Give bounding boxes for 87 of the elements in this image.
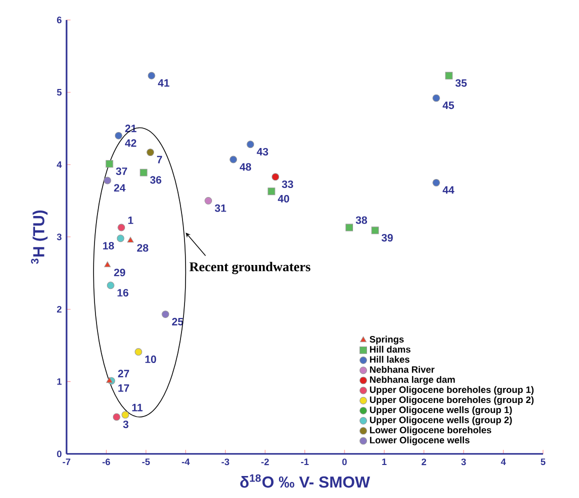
annotation: 18 — [103, 242, 114, 250]
legend-label: Springs — [370, 336, 404, 345]
x-axis-title: δ$^{18}$O ‰ V- SMOW — [240, 474, 370, 488]
point — [122, 411, 130, 419]
point — [134, 348, 142, 356]
x-tick-label: 5 — [540, 458, 546, 466]
point — [204, 197, 212, 205]
annotation: 21 — [125, 124, 136, 132]
x-tick-label: -2 — [261, 458, 269, 466]
point — [346, 224, 354, 232]
annotation: 39 — [382, 234, 393, 242]
point — [106, 377, 113, 383]
legend-label: Hill dams — [370, 346, 410, 353]
point — [246, 140, 254, 148]
x-tick-label: 1 — [382, 458, 387, 466]
legend-label: Lower Oligocene boreholes — [370, 426, 492, 436]
annotation: 29 — [114, 268, 126, 276]
annotation: Recent groundwaters — [189, 262, 310, 274]
annotation: 45 — [442, 102, 454, 110]
y-tick-label: 5 — [56, 89, 62, 96]
legend-label: Upper Oligocene wells (group 2) — [370, 416, 512, 426]
point — [445, 72, 453, 80]
point — [432, 179, 440, 186]
x-tick-label: -4 — [182, 458, 190, 466]
point — [371, 226, 379, 234]
annotation: 17 — [118, 384, 130, 392]
x-tick-label: -7 — [62, 458, 70, 466]
point — [112, 413, 120, 421]
point — [116, 234, 124, 242]
legend-label: Upper Oligocene boreholes (group 1) — [370, 386, 534, 395]
x-tick-label: 0 — [342, 458, 347, 466]
annotation: 24 — [114, 184, 126, 192]
x-tick-label: -5 — [142, 458, 150, 466]
point — [118, 224, 126, 232]
y-tick-label: 0 — [57, 450, 62, 458]
point — [272, 173, 280, 181]
point — [148, 72, 156, 80]
annotation: 42 — [125, 139, 136, 147]
y-axis-title: $^{3}$H (TU) — [30, 210, 48, 264]
annotation: 1 — [128, 216, 134, 224]
legend-label: Lower Oligocene wells — [370, 436, 470, 446]
annotation: 41 — [158, 79, 170, 87]
annotation: 3 — [123, 420, 128, 428]
annotation: 48 — [240, 163, 252, 171]
annotation: 11 — [132, 404, 143, 412]
y-tick-label: 3 — [56, 234, 62, 240]
y-tick-label: 1 — [57, 378, 62, 385]
y-tick-label: 2 — [56, 306, 62, 313]
x-tick-label: -1 — [301, 458, 309, 466]
annotation: 44 — [442, 186, 454, 194]
annotation: 37 — [116, 168, 128, 176]
annotation: 43 — [256, 148, 268, 156]
annotation: 10 — [145, 356, 156, 364]
point — [140, 168, 148, 176]
x-tick-label: 2 — [422, 458, 426, 466]
annotation: 38 — [356, 216, 368, 224]
point — [230, 156, 238, 164]
legend-label: Nebhana River — [370, 366, 434, 373]
point — [432, 94, 440, 102]
x-tick-label: -3 — [222, 458, 230, 466]
y-tick-label: 4 — [56, 161, 62, 168]
x-tick-label: 3 — [461, 458, 466, 466]
point — [106, 160, 114, 168]
legend-label: Nebhana large dam — [370, 376, 455, 385]
legend-label: Upper Oligocene boreholes (group 2) — [370, 396, 534, 406]
point — [104, 261, 111, 268]
point — [106, 282, 114, 290]
annotation: 7 — [157, 156, 162, 164]
legend-label: Hill lakes — [370, 356, 410, 363]
point — [162, 310, 170, 318]
point — [146, 148, 154, 156]
x-tick-label: 4 — [500, 458, 506, 466]
point — [104, 176, 112, 184]
annotation: 16 — [118, 289, 128, 297]
annotation: 28 — [137, 244, 148, 252]
annotation: 27 — [118, 370, 130, 378]
annotation: 35 — [455, 79, 467, 87]
point — [127, 236, 134, 243]
annotation: 33 — [282, 180, 294, 188]
x-tick-label: -6 — [102, 458, 110, 466]
legend-label: Upper Oligocene wells (group 1) — [370, 406, 512, 416]
annotation: 36 — [150, 176, 162, 184]
y-tick-label: 6 — [57, 16, 62, 24]
annotation: 40 — [278, 195, 290, 203]
point — [114, 132, 122, 140]
annotation: 31 — [214, 204, 226, 212]
point — [268, 188, 276, 196]
